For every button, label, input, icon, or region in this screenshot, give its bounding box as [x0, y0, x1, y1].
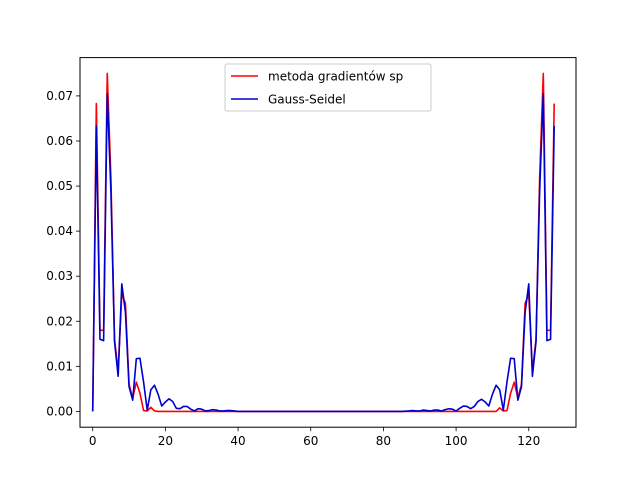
legend-box — [224, 63, 432, 112]
axes-frame — [79, 57, 577, 428]
y-tick-label: 0.00 — [46, 404, 73, 418]
x-tick-label: 100 — [445, 434, 468, 448]
x-tick-label: 60 — [303, 434, 318, 448]
x-tick-label: 80 — [376, 434, 391, 448]
y-tick-label: 0.05 — [46, 179, 73, 193]
x-axis: 0 20 40 60 80 100 120 — [89, 427, 540, 448]
x-tick-label: 0 — [89, 434, 97, 448]
y-tick-label: 0.04 — [46, 224, 73, 238]
y-axis: 0.00 0.01 0.02 0.03 0.04 0.05 0.06 0.07 — [46, 89, 80, 418]
legend-label-series-1: metoda gradientów sp — [268, 70, 403, 84]
plot-lines — [91, 72, 555, 413]
series-line-2 — [91, 92, 555, 413]
y-tick-label: 0.01 — [46, 359, 73, 373]
y-tick-label: 0.03 — [46, 269, 73, 283]
y-tick-label: 0.07 — [46, 89, 73, 103]
y-tick-label: 0.06 — [46, 134, 73, 148]
x-tick-label: 120 — [517, 434, 540, 448]
x-tick-label: 20 — [158, 434, 173, 448]
y-tick-label: 0.02 — [46, 314, 73, 328]
x-tick-label: 40 — [230, 434, 245, 448]
legend-label-series-2: Gauss-Seidel — [268, 93, 346, 107]
legend: metoda gradientów sp Gauss-Seidel — [224, 63, 432, 112]
